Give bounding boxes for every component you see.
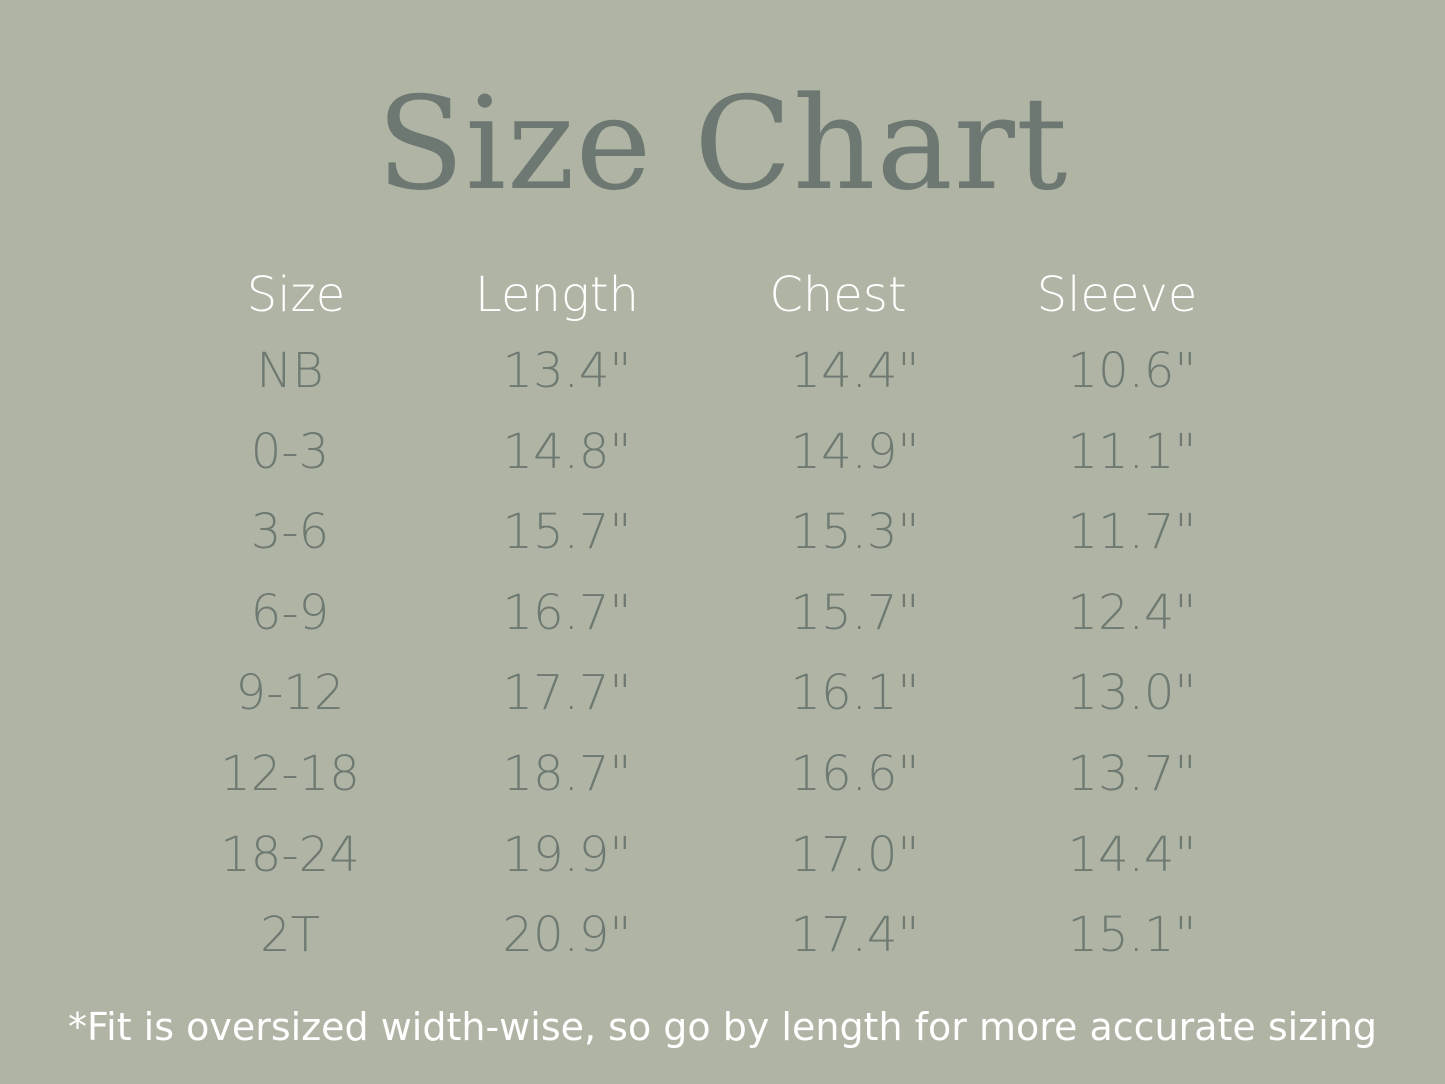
cell-sleeve: 14.4" <box>1067 826 1197 883</box>
column-header-sleeve: Sleeve <box>1036 267 1198 323</box>
cell-chest: 17.0" <box>790 826 920 883</box>
cell-length: 19.9" <box>502 826 632 883</box>
cell-size: 12-18 <box>220 746 360 802</box>
cell-length: 17.7" <box>502 665 632 722</box>
cell-size: 9-12 <box>235 665 345 722</box>
cell-sleeve: 13.0" <box>1067 665 1197 722</box>
cell-chest: 16.1" <box>790 665 920 722</box>
cell-size: 0-3 <box>250 423 330 480</box>
cell-length: 14.8" <box>502 423 632 480</box>
cell-sleeve: 11.7" <box>1067 504 1197 561</box>
cell-length: 13.4" <box>502 343 632 399</box>
cell-size: 3-6 <box>250 504 330 561</box>
cell-size: 2T <box>260 907 320 964</box>
cell-chest: 16.6" <box>790 746 920 802</box>
cell-chest: 17.4" <box>790 907 920 964</box>
cell-sleeve: 13.7" <box>1067 746 1197 802</box>
cell-size: 18-24 <box>220 826 360 883</box>
cell-chest: 14.9" <box>790 423 920 480</box>
cell-size: NB <box>256 343 324 399</box>
page-title: Size Chart <box>376 70 1069 219</box>
footnote: *Fit is oversized width-wise, so go by l… <box>68 1005 1377 1049</box>
cell-length: 15.7" <box>502 504 632 561</box>
cell-chest: 15.7" <box>790 584 920 641</box>
cell-length: 16.7" <box>502 584 632 641</box>
column-header-size: Size <box>246 267 346 323</box>
cell-sleeve: 15.1" <box>1067 907 1197 964</box>
cell-length: 20.9" <box>502 907 632 964</box>
cell-chest: 15.3" <box>790 504 920 561</box>
cell-length: 18.7" <box>502 746 632 802</box>
column-header-length: Length <box>475 267 639 323</box>
cell-sleeve: 12.4" <box>1067 584 1197 641</box>
column-header-chest: Chest <box>769 267 907 323</box>
cell-size: 6-9 <box>250 584 330 641</box>
cell-sleeve: 11.1" <box>1067 423 1197 480</box>
cell-chest: 14.4" <box>790 343 920 399</box>
cell-sleeve: 10.6" <box>1067 343 1197 399</box>
